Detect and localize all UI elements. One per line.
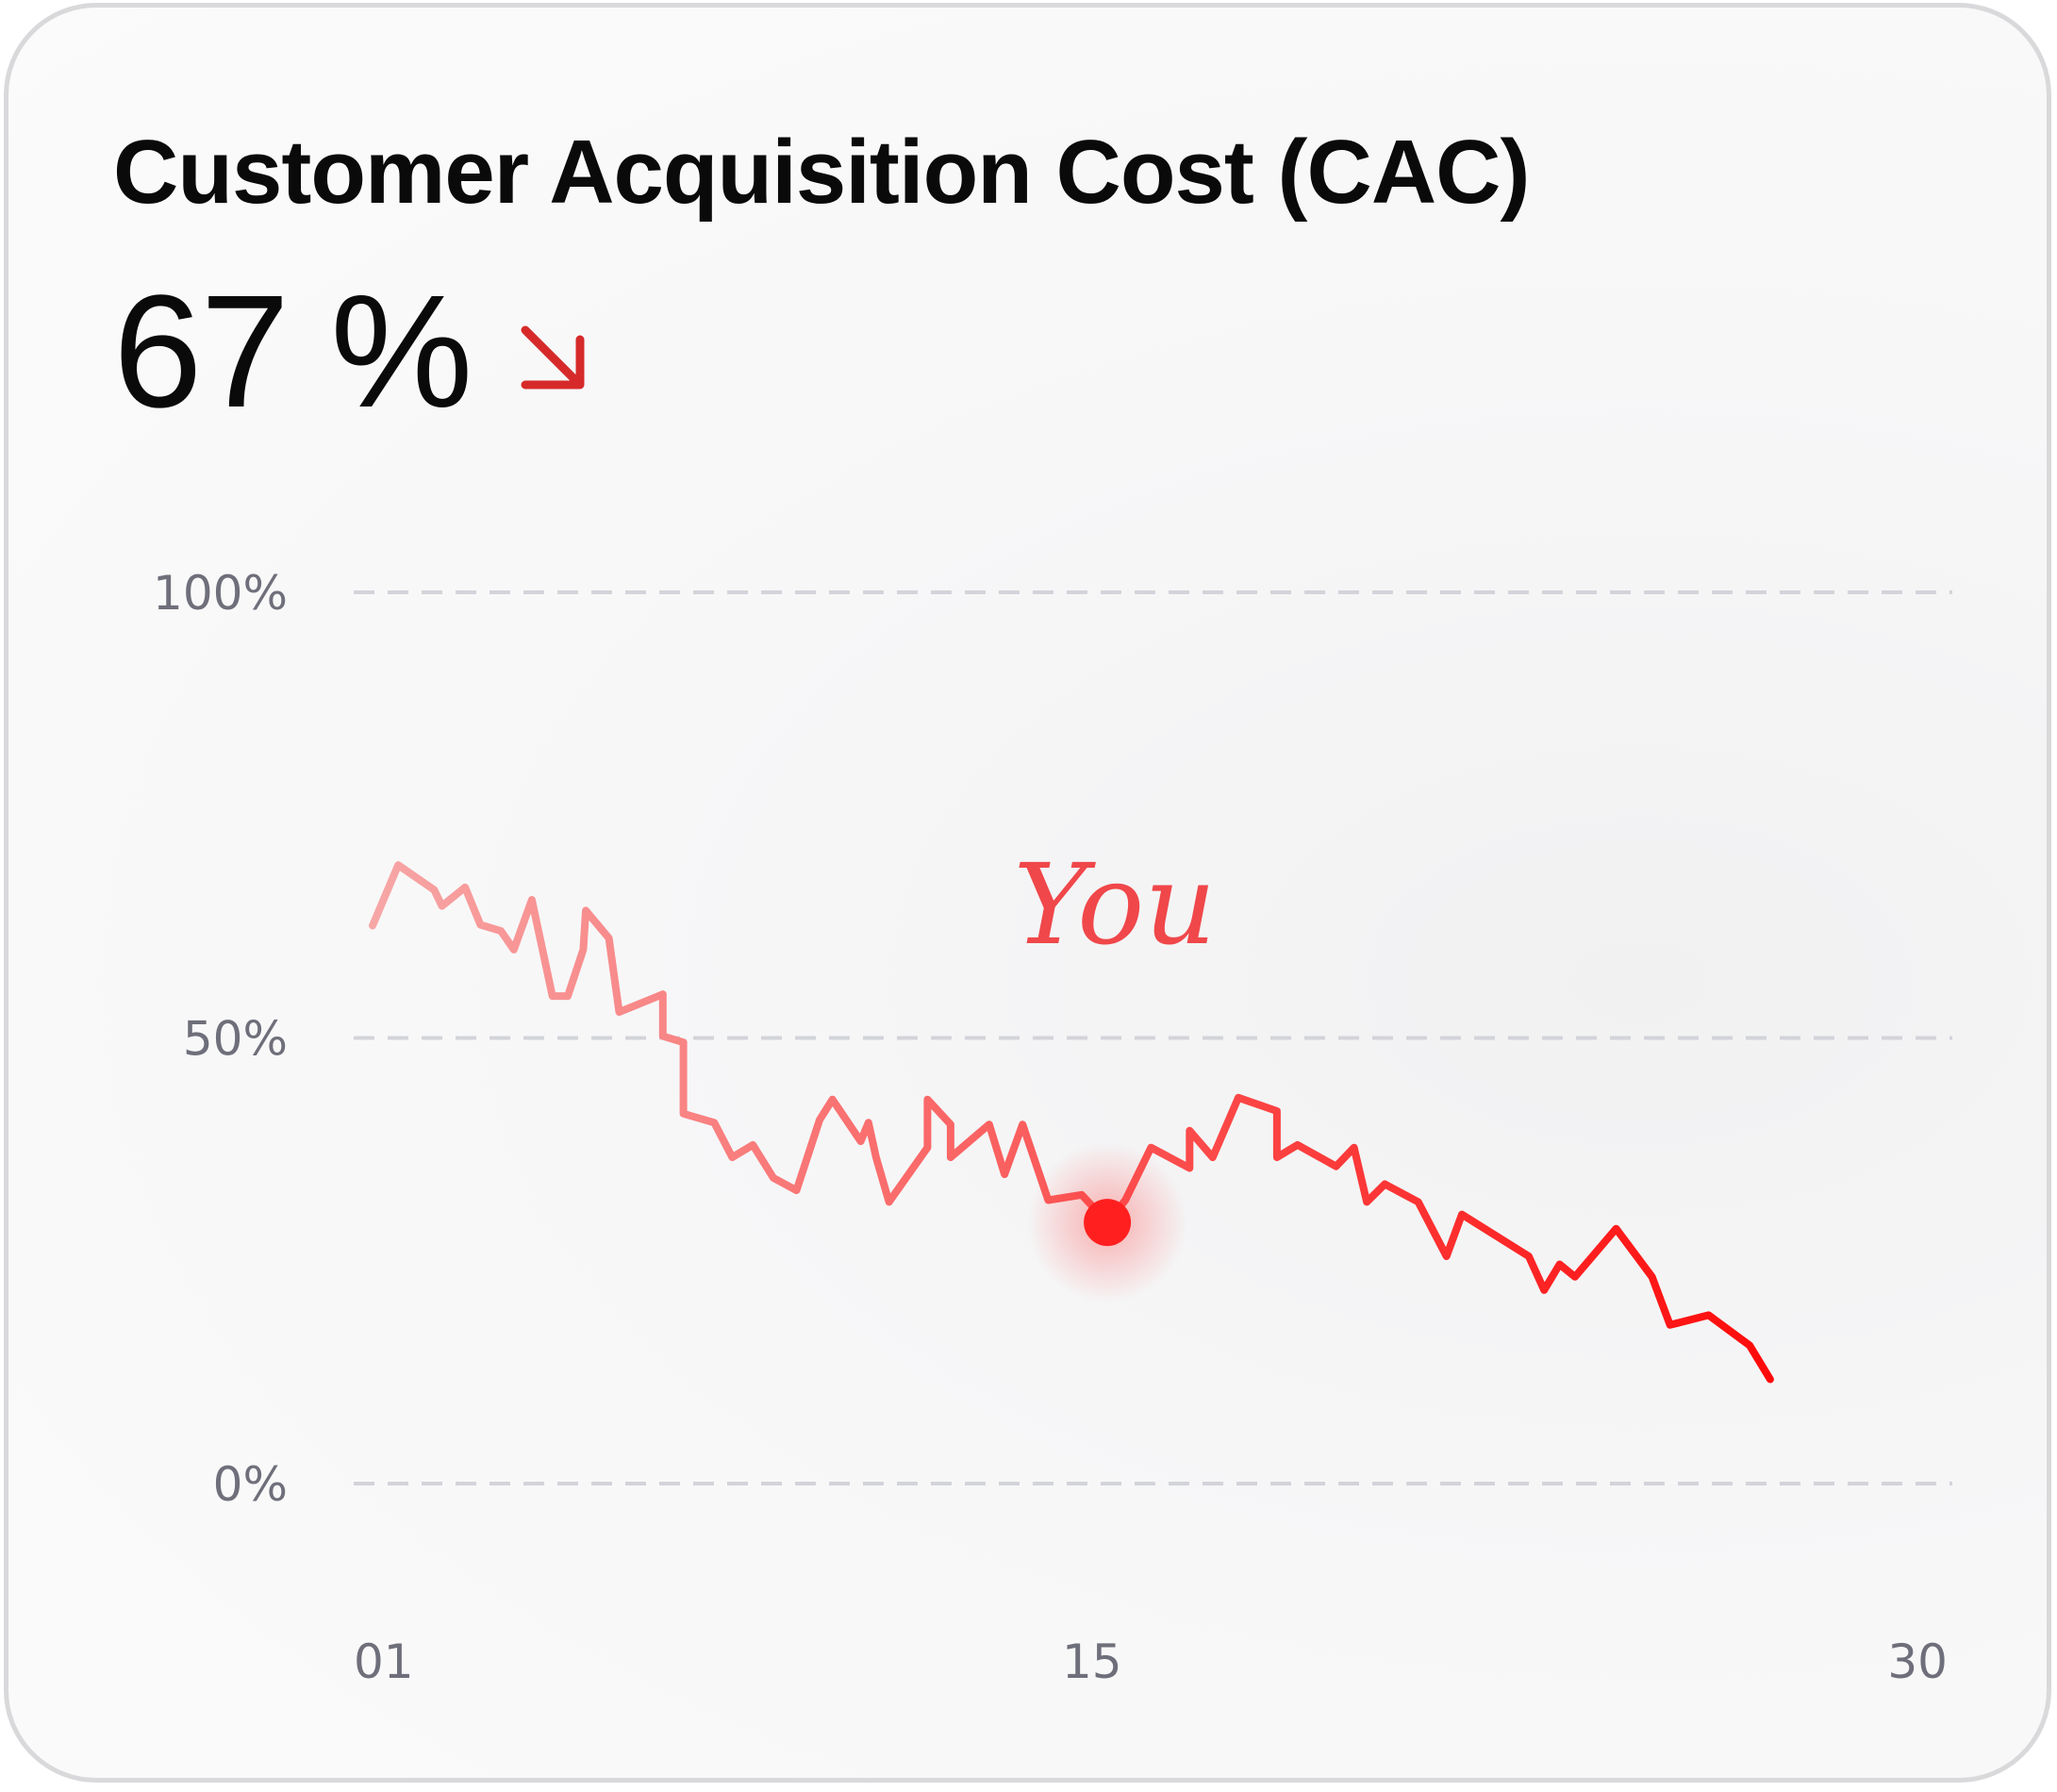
series-layer (369, 861, 1774, 1384)
y-tick-label: 50% (183, 1012, 288, 1067)
x-tick-label: 30 (1887, 1634, 1948, 1689)
you-annotation: You (1014, 839, 1217, 970)
y-axis-labels: 100% 50% 0% (153, 566, 288, 1512)
x-tick-label: 15 (1062, 1634, 1122, 1689)
grid-lines (354, 590, 1952, 1485)
metric-value: 67 % (113, 262, 473, 441)
highlight-point (1084, 1199, 1132, 1247)
x-axis-labels: 01 15 30 (354, 1634, 1948, 1689)
y-tick-label: 0% (213, 1457, 288, 1512)
y-tick-label: 100% (153, 566, 288, 621)
series-line-cac (369, 861, 1774, 1384)
arrow-down-right-icon (521, 325, 585, 390)
card-title: Customer Acquisition Cost (CAC) (113, 122, 1530, 223)
x-tick-label: 01 (354, 1634, 414, 1689)
annotation-you-label: You (1014, 839, 1217, 970)
metric-row: 67 % (113, 272, 593, 432)
cac-card: Customer Acquisition Cost (CAC) 67 % (4, 3, 2051, 1783)
